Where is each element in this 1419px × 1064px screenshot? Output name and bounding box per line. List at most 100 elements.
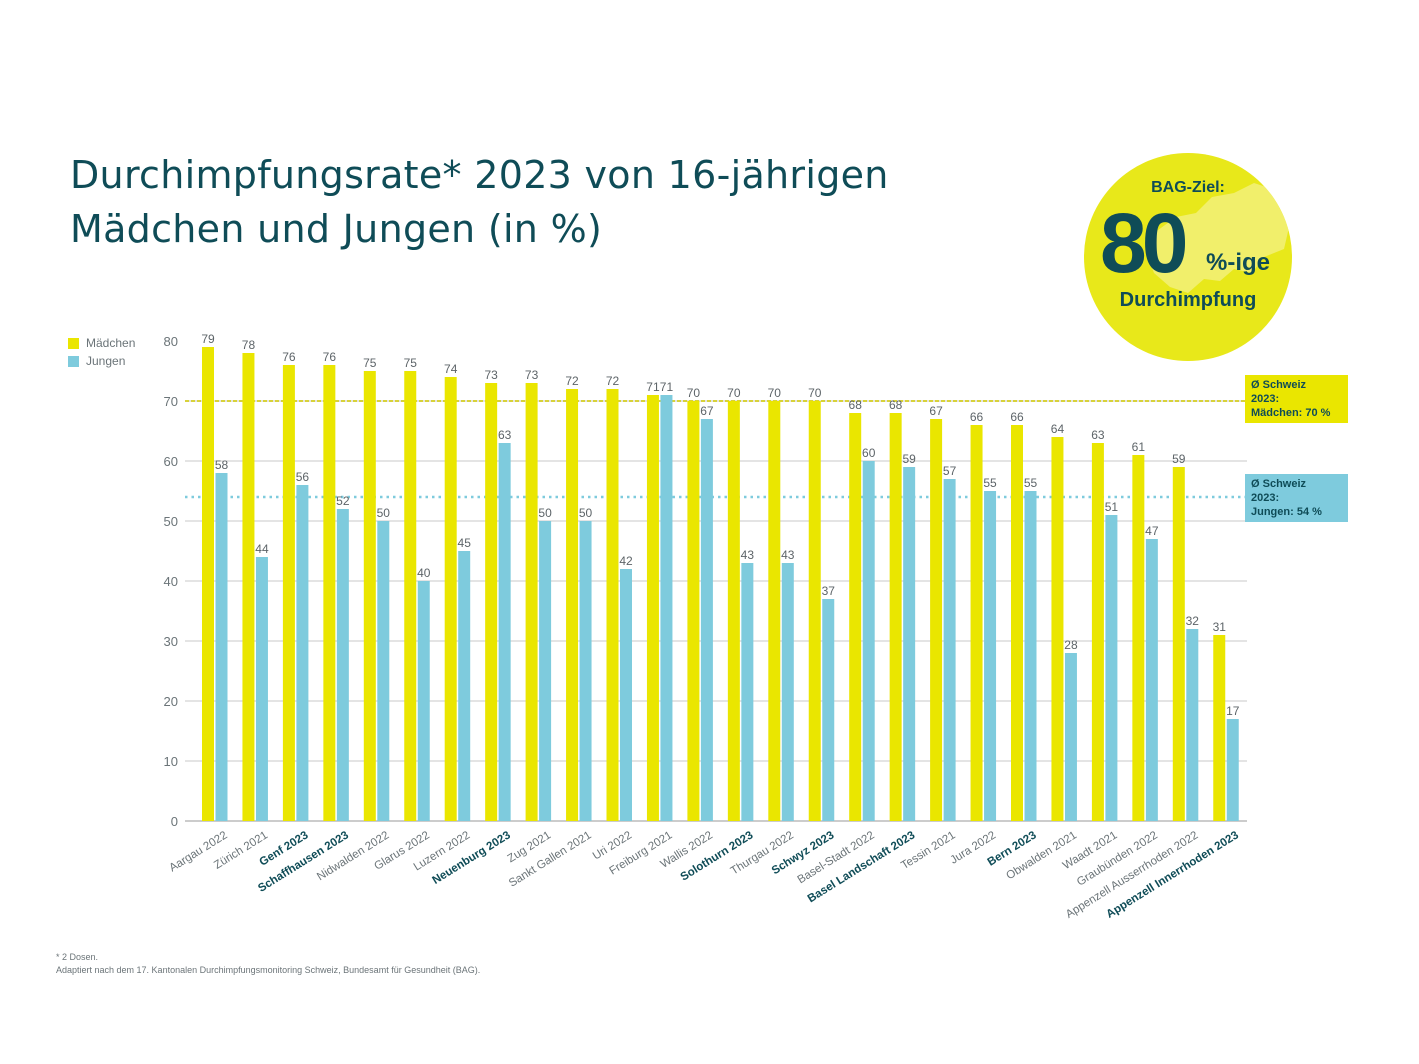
bar-girls xyxy=(646,395,659,821)
value-label-boys: 42 xyxy=(619,554,633,568)
bar-girls xyxy=(849,413,862,821)
value-label-boys: 17 xyxy=(1226,704,1240,718)
legend-label-boys: Jungen xyxy=(86,354,126,368)
footnote: * 2 Dosen. Adaptiert nach dem 17. Kanton… xyxy=(56,951,480,977)
value-label-boys: 67 xyxy=(700,404,714,418)
girls-average-annotation: Ø Schweiz 2023: Mädchen: 70 % xyxy=(1245,375,1348,423)
value-label-girls: 68 xyxy=(849,398,863,412)
bar-boys xyxy=(903,467,916,821)
bar-girls xyxy=(768,401,781,821)
bar-girls xyxy=(242,353,255,821)
legend-label-girls: Mädchen xyxy=(86,336,136,350)
value-label-boys: 32 xyxy=(1186,614,1200,628)
bar-girls xyxy=(1172,467,1185,821)
x-tick-label: Neuenburg 2023 xyxy=(430,829,512,887)
boys-average-line3: Jungen: 54 % xyxy=(1251,506,1322,518)
goal-suffix: %-ige xyxy=(1206,249,1271,276)
chart-title: Durchimpfungsrate* 2023 von 16-jährigen … xyxy=(70,148,889,256)
y-tick-label: 80 xyxy=(164,334,178,349)
value-label-boys: 50 xyxy=(377,506,391,520)
value-label-girls: 73 xyxy=(484,368,498,382)
value-label-girls: 66 xyxy=(1010,410,1024,424)
chart-title-line2: Mädchen und Jungen (in %) xyxy=(70,207,603,251)
bar-girls xyxy=(566,389,579,821)
bar-boys xyxy=(336,509,349,821)
goal-value: 80 xyxy=(1100,196,1188,290)
bar-boys xyxy=(296,485,309,821)
y-tick-label: 50 xyxy=(164,514,178,529)
bar-girls xyxy=(1213,635,1226,821)
value-label-girls: 76 xyxy=(323,350,337,364)
girls-average-line2: 2023: xyxy=(1251,393,1280,405)
footnote-line1: * 2 Dosen. xyxy=(56,952,99,962)
value-label-boys: 58 xyxy=(215,458,229,472)
switzerland-map-icon xyxy=(1146,183,1290,293)
value-label-boys: 63 xyxy=(498,428,512,442)
legend-swatch-girls xyxy=(68,337,79,349)
bar-girls xyxy=(808,401,821,821)
value-label-girls: 66 xyxy=(970,410,984,424)
y-tick-label: 40 xyxy=(164,574,178,589)
value-label-girls: 76 xyxy=(282,350,296,364)
y-tick-label: 10 xyxy=(164,754,178,769)
value-label-girls: 70 xyxy=(687,386,701,400)
value-label-boys: 59 xyxy=(902,452,916,466)
reference-lines xyxy=(185,400,1245,499)
value-label-girls: 75 xyxy=(404,356,418,370)
bar-boys xyxy=(700,419,713,821)
value-label-girls: 63 xyxy=(1091,428,1105,442)
bar-girls xyxy=(1011,425,1023,821)
bar-girls xyxy=(1132,455,1145,821)
girls-average-line1: Ø Schweiz xyxy=(1251,379,1307,391)
value-label-boys: 43 xyxy=(741,548,755,562)
bar-boys xyxy=(943,479,956,821)
bar-boys xyxy=(377,521,390,821)
x-tick-label: Solothurn 2023 xyxy=(679,829,756,883)
legend: Mädchen Jungen xyxy=(68,334,135,370)
value-label-girls: 68 xyxy=(889,398,903,412)
bar-boys xyxy=(255,557,268,821)
bar-boys xyxy=(660,395,673,821)
y-tick-label: 70 xyxy=(164,394,178,409)
value-label-girls: 72 xyxy=(606,374,620,388)
bar-boys xyxy=(1105,515,1118,821)
value-label-boys: 44 xyxy=(255,542,269,556)
y-tick-label: 20 xyxy=(164,694,178,709)
y-tick-label: 60 xyxy=(164,454,178,469)
y-tick-label: 0 xyxy=(171,814,178,829)
value-label-girls: 74 xyxy=(444,362,458,376)
value-label-boys: 71 xyxy=(660,380,674,394)
chart-title-line1: Durchimpfungsrate* 2023 von 16-jährigen xyxy=(70,153,889,197)
value-label-boys: 40 xyxy=(417,566,431,580)
value-label-boys: 57 xyxy=(943,464,957,478)
bar-boys xyxy=(862,461,875,821)
legend-swatch-boys xyxy=(68,355,79,367)
value-label-girls: 70 xyxy=(808,386,822,400)
bar-girls xyxy=(889,413,902,821)
bar-boys xyxy=(1145,539,1158,821)
value-label-girls: 72 xyxy=(565,374,579,388)
bar-boys xyxy=(741,563,754,821)
value-label-boys: 47 xyxy=(1145,524,1159,538)
bar-boys xyxy=(822,599,835,821)
value-label-girls: 75 xyxy=(363,356,377,370)
bar-girls xyxy=(930,419,943,821)
bar-boys xyxy=(458,551,471,821)
value-label-boys: 37 xyxy=(822,584,836,598)
value-label-boys: 56 xyxy=(296,470,310,484)
bar-boys xyxy=(1024,491,1037,821)
bar-girls xyxy=(1091,443,1104,821)
bar-girls xyxy=(970,425,983,821)
value-label-boys: 55 xyxy=(983,476,997,490)
bar-girls xyxy=(282,365,295,821)
value-label-girls: 71 xyxy=(646,380,660,394)
bar-boys xyxy=(498,443,511,821)
value-label-boys: 43 xyxy=(781,548,795,562)
legend-item-boys: Jungen xyxy=(68,352,135,370)
value-label-boys: 50 xyxy=(538,506,552,520)
value-label-girls: 78 xyxy=(242,338,256,352)
bar-girls xyxy=(323,365,336,821)
value-label-girls: 79 xyxy=(201,332,215,346)
